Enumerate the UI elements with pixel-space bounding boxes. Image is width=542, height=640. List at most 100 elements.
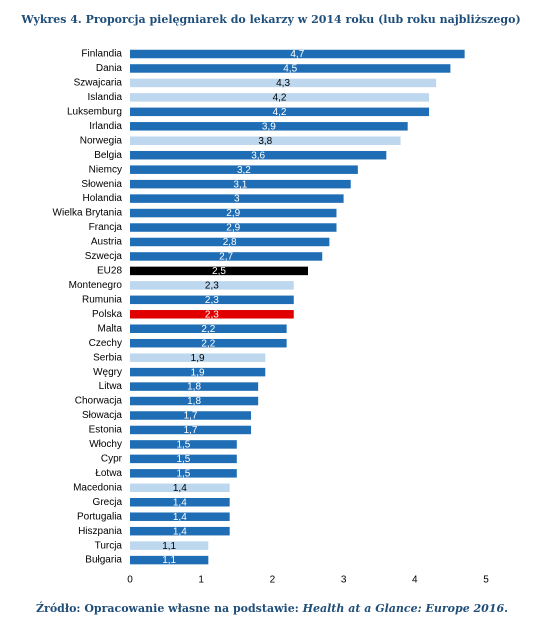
y-tick-label: Polska — [92, 309, 122, 320]
bar — [130, 295, 294, 305]
value-label: 1,5 — [176, 454, 190, 465]
y-tick-label: Turcja — [95, 540, 123, 551]
bar — [130, 223, 337, 232]
value-label: 1,1 — [162, 541, 176, 552]
x-tick-label: 0 — [127, 575, 133, 586]
y-tick-label: Cypr — [101, 454, 123, 465]
y-tick-label: Serbia — [93, 352, 122, 363]
bar — [130, 266, 308, 276]
source: Źródło: Opracowanie własne na podstawie:… — [36, 601, 508, 615]
bar — [130, 483, 230, 493]
value-label: 2,5 — [212, 266, 226, 277]
y-tick-label: Węgry — [93, 367, 122, 378]
value-label: 2,3 — [205, 281, 219, 292]
bar — [130, 555, 209, 565]
bar — [130, 64, 451, 73]
bar — [130, 353, 266, 362]
y-tick-label: Norwegia — [80, 135, 123, 146]
bar — [130, 122, 408, 131]
value-label: 1,5 — [176, 468, 190, 479]
value-label: 1,4 — [173, 526, 187, 537]
bar — [130, 136, 401, 146]
y-tick-label: Dania — [96, 63, 123, 74]
y-tick-label: Portugalia — [77, 511, 122, 522]
bar — [130, 150, 387, 160]
y-tick-label: Wielka Brytania — [53, 208, 123, 219]
y-tick-label: Litwa — [99, 381, 123, 392]
value-label: 2,2 — [201, 338, 215, 349]
value-label: 2,3 — [205, 295, 219, 306]
y-tick-label: EU28 — [97, 266, 122, 277]
value-label: 4,3 — [276, 78, 290, 89]
value-label: 2,2 — [201, 324, 215, 335]
value-label: 2,8 — [223, 237, 237, 248]
bar — [130, 281, 294, 290]
value-label: 2,7 — [219, 252, 233, 263]
value-label: 3,1 — [233, 179, 247, 190]
bar — [130, 396, 259, 406]
value-label: 3,2 — [237, 165, 251, 176]
source-ref: Health at a Glance: Europe 2016. — [302, 602, 509, 615]
value-label: 1,8 — [187, 382, 201, 393]
value-label: 1,4 — [173, 512, 187, 523]
bar — [130, 498, 230, 507]
y-tick-label: Austria — [91, 237, 123, 248]
value-label: 2,9 — [226, 223, 240, 234]
y-tick-label: Islandia — [88, 92, 123, 103]
y-tick-label: Belgia — [94, 150, 122, 161]
value-label: 1,7 — [184, 425, 198, 436]
value-label: 4,5 — [283, 64, 297, 75]
y-tick-label: Macedonia — [73, 482, 122, 493]
bar — [130, 526, 230, 536]
value-label: 1,8 — [187, 396, 201, 407]
value-label: 1,4 — [173, 483, 187, 494]
bar — [130, 512, 230, 521]
x-tick-label: 4 — [412, 575, 418, 586]
y-tick-label: Rumunia — [82, 294, 122, 305]
source-text: Źródło: Opracowanie własne na podstawie: — [36, 601, 303, 615]
value-label: 4,7 — [290, 49, 304, 60]
value-label: 1,5 — [176, 440, 190, 451]
y-tick-label: Montenegro — [69, 280, 123, 291]
value-label: 1,7 — [184, 411, 198, 422]
bar — [130, 194, 344, 203]
bar — [130, 440, 237, 449]
value-label: 3,9 — [262, 121, 276, 132]
y-tick-label: Niemcy — [89, 164, 122, 175]
bar — [130, 107, 430, 117]
y-tick-label: Bułgaria — [85, 555, 122, 566]
y-tick-label: Francja — [89, 222, 123, 233]
y-tick-label: Hiszpania — [78, 526, 122, 537]
bar — [130, 237, 330, 247]
bar — [130, 411, 252, 420]
x-tick-label: 2 — [270, 575, 276, 586]
value-label: 4,2 — [273, 107, 287, 118]
bar — [130, 338, 287, 348]
bar — [130, 208, 337, 218]
value-label: 1,9 — [191, 367, 205, 378]
y-tick-label: Łotwa — [95, 468, 122, 479]
y-tick-label: Włochy — [89, 439, 122, 450]
x-tick-label: 5 — [483, 575, 489, 586]
value-label: 4,2 — [273, 93, 287, 104]
value-label: 2,9 — [226, 208, 240, 219]
y-tick-label: Malta — [98, 323, 123, 334]
y-tick-label: Holandia — [83, 193, 123, 204]
y-tick-label: Słowenia — [81, 179, 122, 190]
bar — [130, 179, 351, 189]
bar — [130, 469, 237, 478]
bar — [130, 541, 209, 550]
bar — [130, 425, 252, 435]
value-label: 1,9 — [191, 353, 205, 364]
y-tick-label: Irlandia — [89, 121, 122, 132]
y-tick-label: Czechy — [89, 338, 122, 349]
x-tick-label: 3 — [341, 575, 347, 586]
y-tick-label: Grecja — [93, 497, 123, 508]
bar — [130, 310, 294, 319]
y-tick-label: Chorwacja — [75, 396, 123, 407]
y-tick-label: Luksemburg — [67, 106, 122, 117]
bar — [130, 382, 259, 391]
y-tick-label: Szwajcaria — [74, 78, 123, 89]
bar — [130, 93, 430, 102]
value-label: 1,1 — [162, 555, 176, 566]
